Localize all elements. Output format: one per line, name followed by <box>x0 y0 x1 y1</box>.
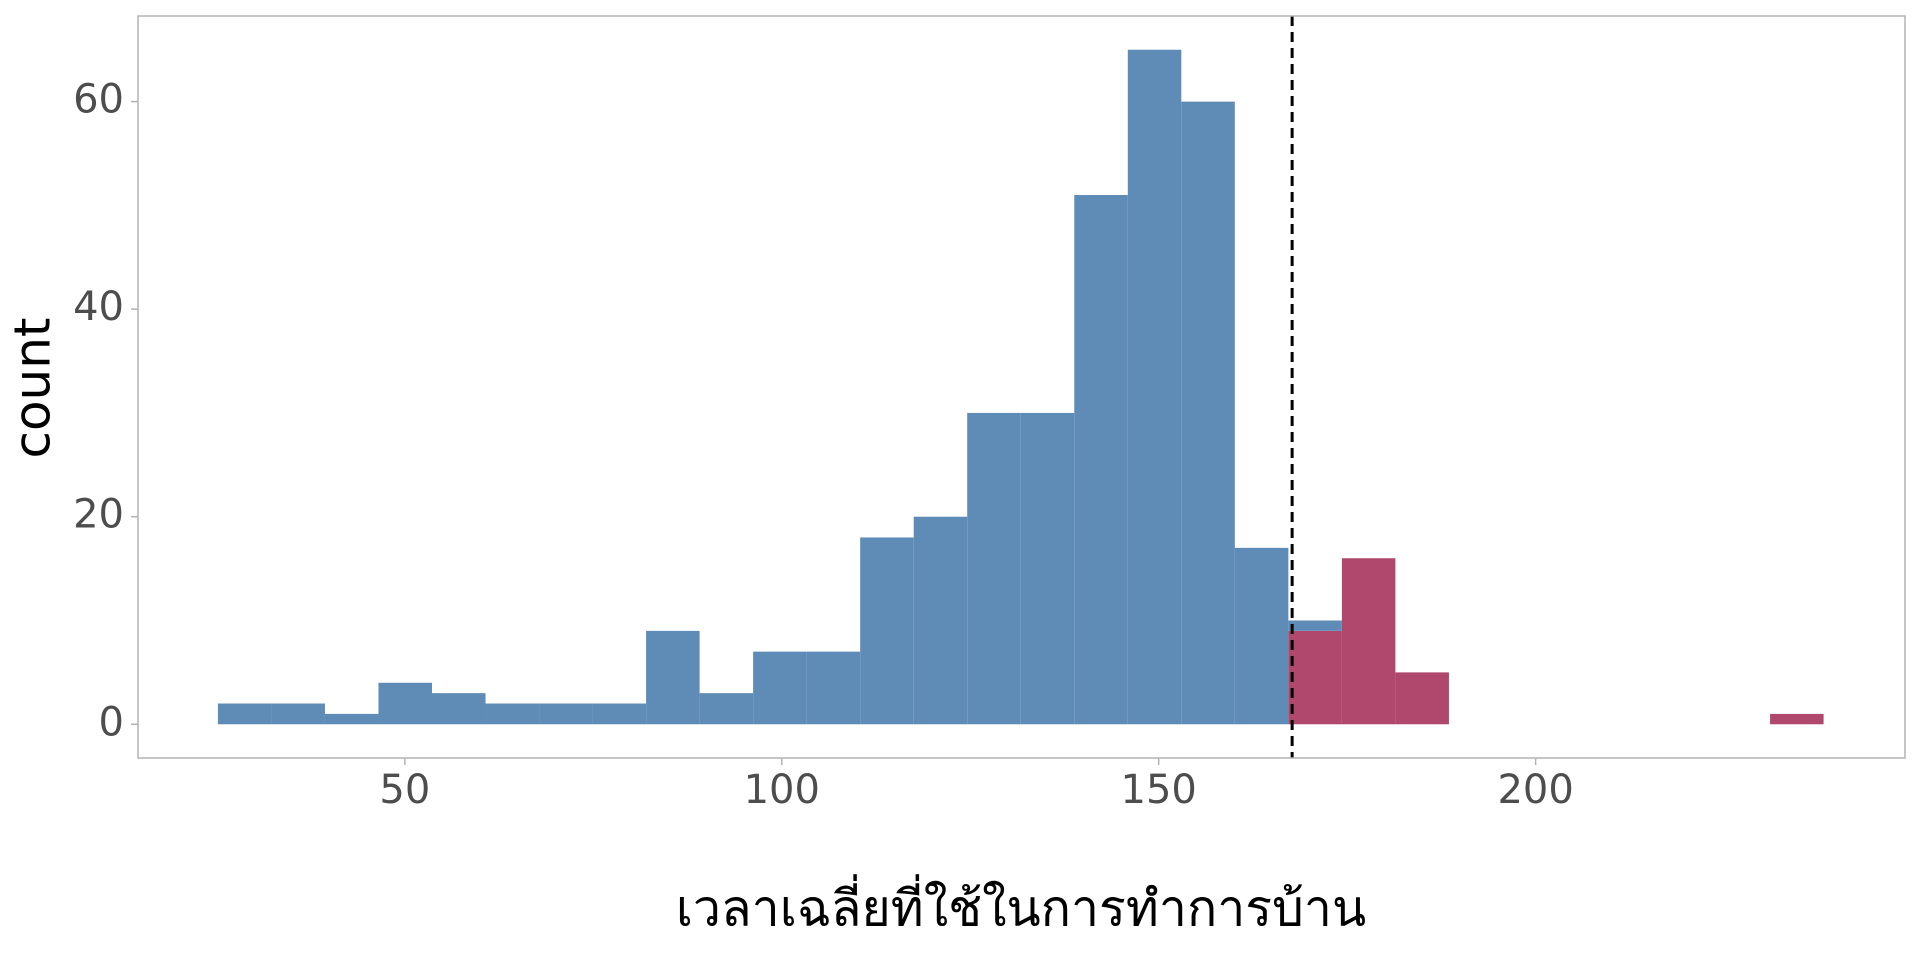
x-tick-label: 150 <box>1121 767 1197 813</box>
bar <box>1341 558 1396 725</box>
x-tick-label: 100 <box>744 767 820 813</box>
bar <box>1288 630 1342 725</box>
y-axis-title: count <box>4 317 62 458</box>
bar <box>1181 101 1235 725</box>
bar <box>271 703 325 725</box>
bar <box>646 630 700 725</box>
bar <box>1234 547 1289 725</box>
bar <box>806 651 861 725</box>
bar <box>1020 412 1075 725</box>
x-axis-title: เวลาเฉลี่ยที่ใช้ในการทำการบ้าน <box>676 875 1366 938</box>
bar <box>217 703 272 725</box>
bar <box>699 693 754 725</box>
y-tick-label: 20 <box>73 492 124 538</box>
x-tick-label: 200 <box>1497 767 1573 813</box>
bar <box>539 703 593 725</box>
bar <box>1127 49 1182 725</box>
bar <box>967 412 1021 725</box>
bar <box>1395 672 1449 725</box>
y-tick-label: 0 <box>99 699 124 745</box>
bar <box>431 693 486 725</box>
y-tick-label: 40 <box>73 284 124 330</box>
bar <box>1074 195 1128 725</box>
bar <box>753 651 807 725</box>
bar <box>378 682 432 725</box>
bar <box>1288 620 1342 631</box>
bar <box>485 703 540 725</box>
y-tick-label: 60 <box>73 77 124 123</box>
bar <box>860 537 914 725</box>
bar <box>592 703 647 725</box>
bar <box>1770 713 1824 725</box>
x-tick-label: 50 <box>379 767 430 813</box>
bar <box>913 516 968 725</box>
bar <box>324 713 379 725</box>
panel-border <box>137 15 1906 759</box>
